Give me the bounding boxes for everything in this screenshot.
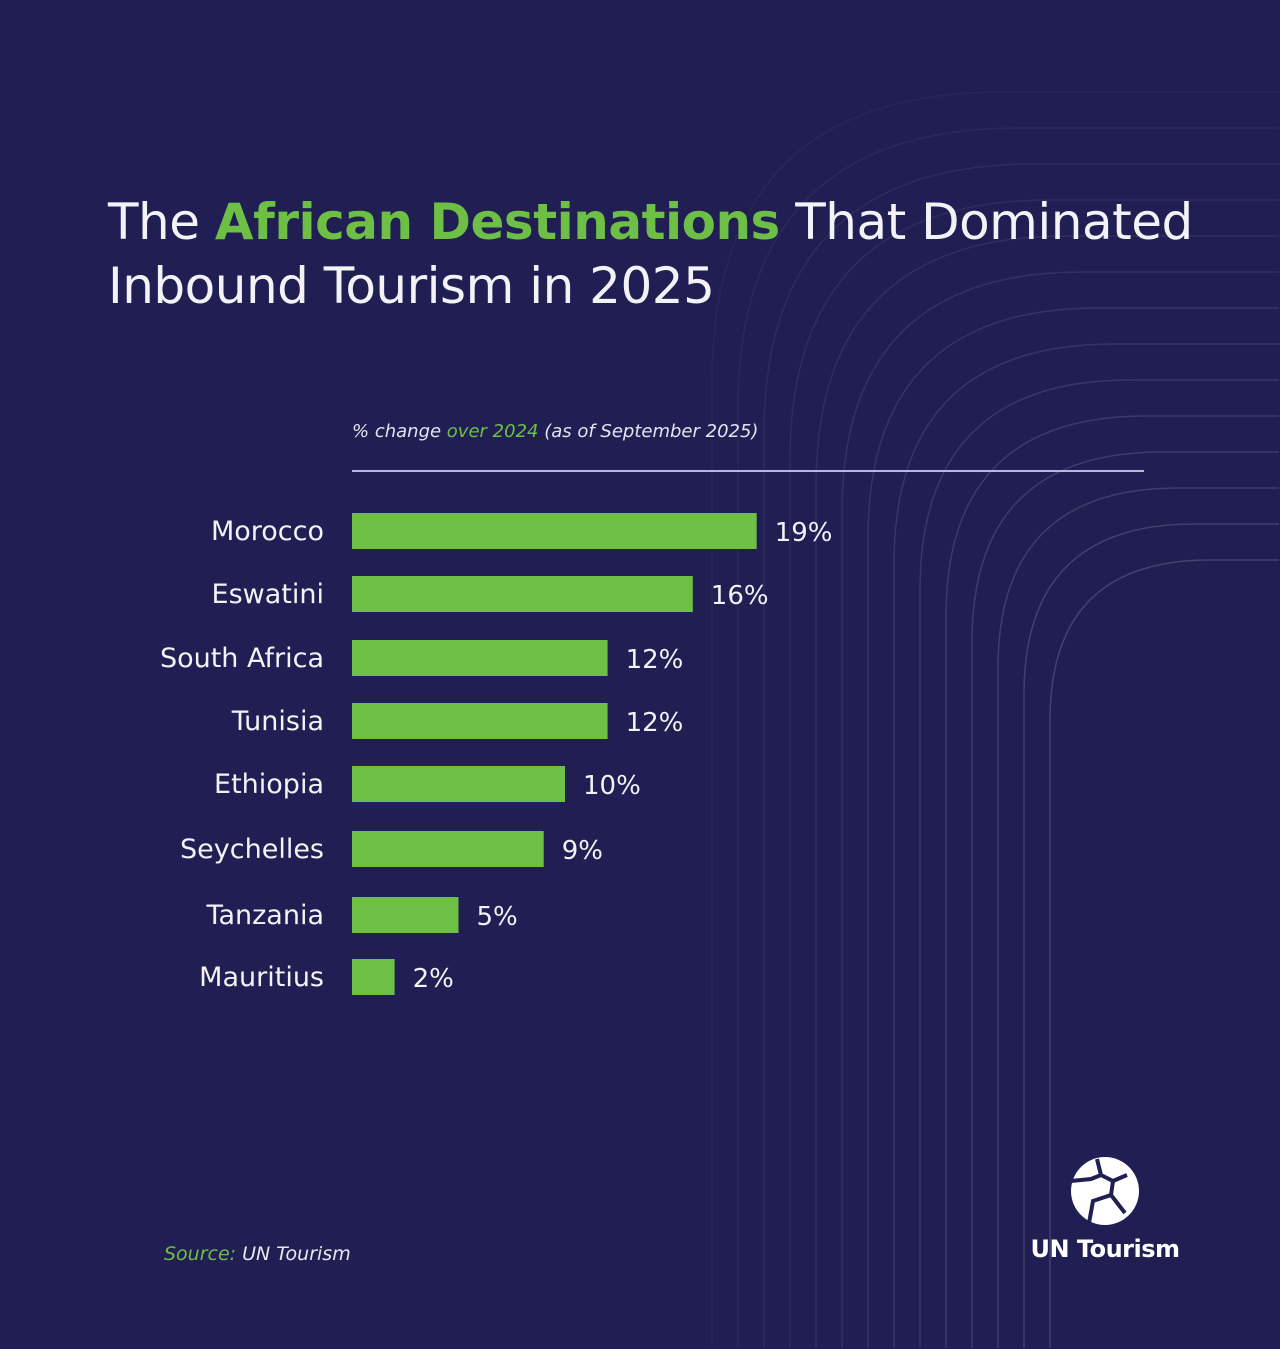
category-label: Mauritius xyxy=(199,962,324,993)
data-label: 10% xyxy=(583,771,641,801)
data-label: 12% xyxy=(626,708,684,738)
data-label: 19% xyxy=(775,518,833,548)
contour-line xyxy=(1023,523,1279,1348)
contour-line xyxy=(997,487,1279,1348)
title-line2: Inbound Tourism in 2025 xyxy=(108,257,715,315)
subtitle-part1: % change xyxy=(352,421,447,442)
contour-line xyxy=(711,91,1279,1348)
category-label: Ethiopia xyxy=(214,769,324,800)
chart-subtitle: % change over 2024 (as of September 2025… xyxy=(352,421,758,442)
category-label: Tanzania xyxy=(205,900,324,931)
contour-line xyxy=(945,415,1279,1348)
page-title: The African Destinations That Dominated I… xyxy=(108,190,1193,318)
bar xyxy=(352,703,608,739)
bar xyxy=(352,959,395,995)
chart-top-rule xyxy=(352,470,1144,472)
source-value: UN Tourism xyxy=(236,1243,351,1265)
category-label: Tunisia xyxy=(231,706,324,737)
title-part1: The xyxy=(108,193,215,251)
bar xyxy=(352,513,757,549)
data-label: 9% xyxy=(562,836,603,866)
data-label: 2% xyxy=(413,964,454,994)
globe-logo-icon xyxy=(1070,1157,1139,1225)
contour-line xyxy=(763,163,1279,1348)
contour-line xyxy=(737,127,1279,1348)
contour-line xyxy=(893,343,1279,1348)
title-highlight: African Destinations xyxy=(214,193,780,251)
data-label: 5% xyxy=(477,902,518,932)
bar xyxy=(352,766,565,802)
contour-line xyxy=(841,271,1279,1348)
title-part2: That Dominated xyxy=(779,193,1193,251)
data-label: 12% xyxy=(626,645,684,675)
category-label: Eswatini xyxy=(212,579,324,610)
category-label: South Africa xyxy=(160,643,324,674)
contour-line xyxy=(789,199,1279,1348)
source-note: Source: UN Tourism xyxy=(164,1243,351,1265)
contour-line xyxy=(815,235,1279,1348)
bar xyxy=(352,831,544,867)
contour-line xyxy=(867,307,1279,1348)
category-label: Seychelles xyxy=(180,834,324,865)
subtitle-part2: (as of September 2025) xyxy=(538,421,759,442)
un-tourism-logo: UN Tourism xyxy=(1030,1155,1180,1263)
bar xyxy=(352,640,608,676)
contour-line xyxy=(971,451,1279,1348)
contour-line xyxy=(1049,559,1279,1348)
subtitle-highlight: over 2024 xyxy=(446,421,539,442)
data-label: 16% xyxy=(711,581,769,611)
contour-line xyxy=(919,379,1279,1348)
logo-text: UN Tourism xyxy=(1030,1235,1180,1263)
category-label: Morocco xyxy=(211,516,324,547)
source-label: Source: xyxy=(164,1243,237,1265)
bar xyxy=(352,576,693,612)
bar xyxy=(352,897,459,933)
